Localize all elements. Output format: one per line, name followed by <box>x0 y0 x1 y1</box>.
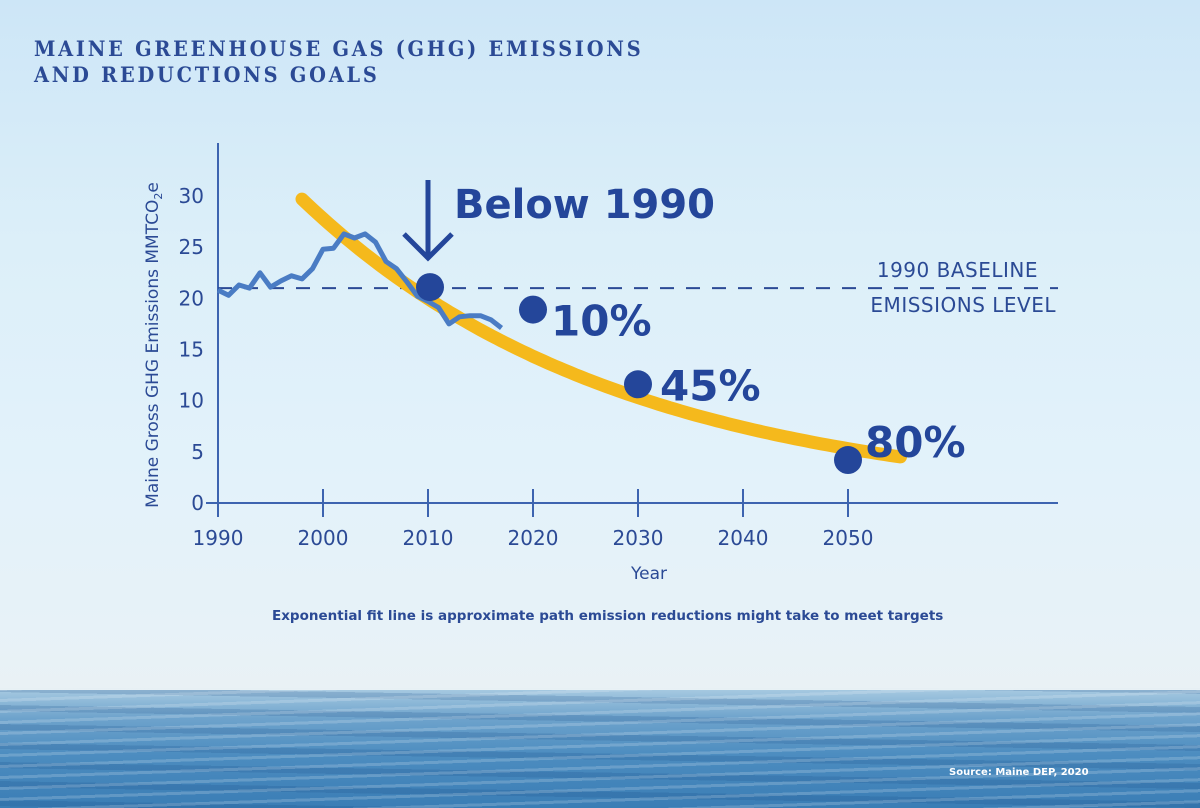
x-tick-label: 2050 <box>823 526 874 550</box>
target-dot-below-1990 <box>416 273 444 302</box>
down-arrow-head-icon <box>402 232 454 262</box>
y-tick-label: 10 <box>179 389 204 413</box>
baseline-label-line-1: 1990 BASELINE <box>877 258 1038 282</box>
y-ticks: 0 5 10 15 20 25 30 <box>179 184 204 515</box>
x-tick-label: 2010 <box>403 526 454 550</box>
target-dot-2020 <box>519 295 547 324</box>
annotation-10pct: 10% <box>551 297 652 346</box>
chart-title: MAINE GREENHOUSE GAS (GHG) EMISSIONS AND… <box>34 36 643 88</box>
y-axis-title-main: Maine Gross GHG Emissions MMTCO <box>143 200 163 508</box>
x-axis-title: Year <box>630 564 667 584</box>
y-axis-title: Maine Gross GHG Emissions MMTCO2e <box>143 182 165 508</box>
y-tick-label: 20 <box>179 286 204 310</box>
y-tick-label: 0 <box>191 491 204 515</box>
historical-emissions-line <box>216 231 504 330</box>
target-dot-2050 <box>834 446 862 475</box>
y-tick-label: 25 <box>179 235 204 259</box>
axes <box>206 143 1058 513</box>
target-annotations: Below 1990 10%45% 80% <box>402 180 966 475</box>
exponential-fit-line <box>295 192 907 464</box>
x-tick-label: 2040 <box>718 526 769 550</box>
y-tick-label: 5 <box>191 440 204 464</box>
y-tick-label: 15 <box>179 338 204 362</box>
annotation-80pct: 80% <box>865 418 966 467</box>
fit-line-note: Exponential fit line is approximate path… <box>272 608 943 624</box>
y-axis-title-tail: e <box>143 182 163 192</box>
annotation-45pct: 45% <box>660 361 761 410</box>
annotation-below-1990: Below 1990 <box>454 182 715 228</box>
x-tick-label: 2030 <box>613 526 664 550</box>
y-tick-label: 30 <box>179 184 204 208</box>
x-tick-label: 2000 <box>298 526 349 550</box>
title-line-1: MAINE GREENHOUSE GAS (GHG) EMISSIONS <box>34 36 644 61</box>
horizon-haze <box>0 640 1200 690</box>
x-ticks: 1990 2000 2010 2020 2030 2040 2050 <box>193 489 874 550</box>
y-axis-title-sub: 2 <box>152 193 165 200</box>
source-credit: Source: Maine DEP, 2020 <box>949 767 1089 778</box>
target-dot-2030 <box>624 370 652 399</box>
x-tick-label: 2020 <box>508 526 559 550</box>
x-tick-label: 1990 <box>193 526 244 550</box>
ocean-background <box>0 688 1200 808</box>
title-line-2: AND REDUCTIONS GOALS <box>34 62 380 87</box>
baseline-label-line-2: EMISSIONS LEVEL <box>870 293 1056 317</box>
